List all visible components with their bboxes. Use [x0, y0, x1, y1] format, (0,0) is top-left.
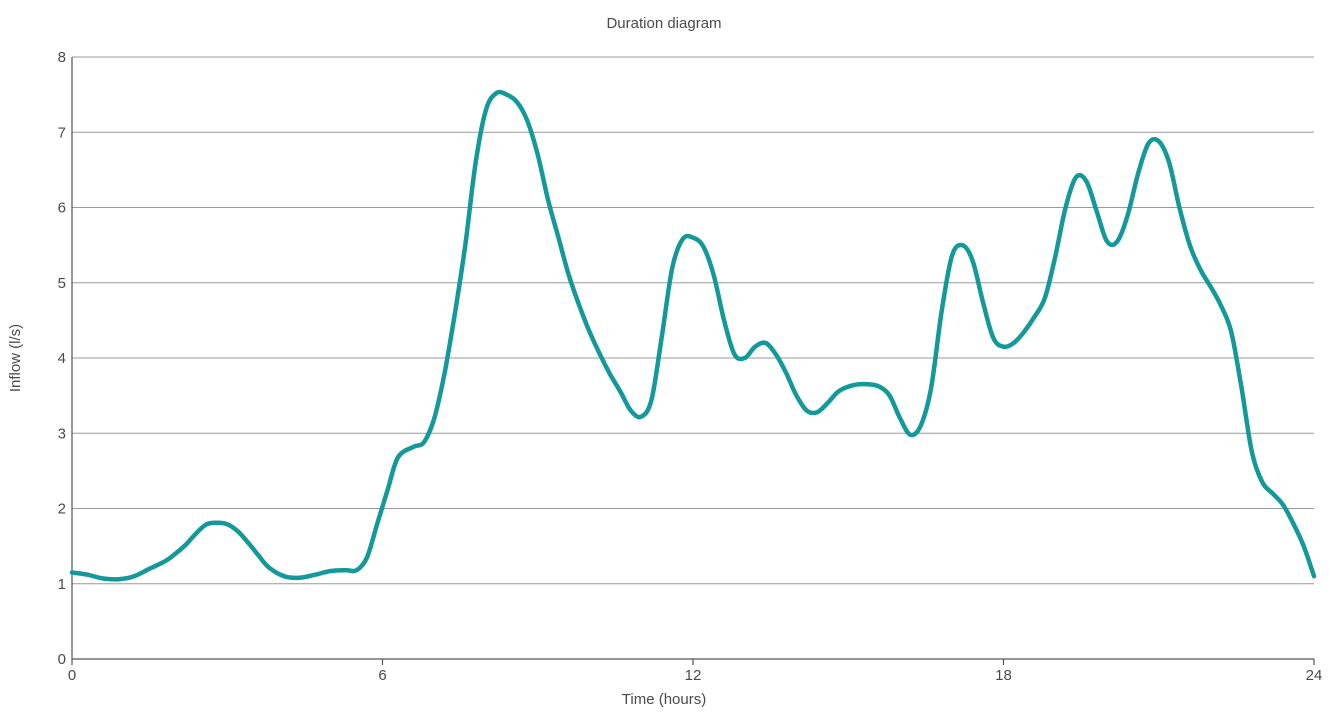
y-axis-label: Inflow (l/s)	[7, 324, 24, 392]
y-tick-label: 3	[58, 425, 66, 442]
y-tick-label: 5	[58, 275, 66, 292]
y-tick-label: 6	[58, 200, 66, 217]
y-tick-label: 1	[58, 576, 66, 593]
y-tick-label: 4	[58, 350, 66, 367]
chart-title: Duration diagram	[606, 15, 721, 32]
x-axis-label: Time (hours)	[622, 691, 706, 708]
series-layer	[69, 89, 1317, 582]
gridlines	[72, 56, 1314, 585]
axes	[71, 57, 1315, 665]
y-tick-label: 0	[58, 651, 66, 668]
x-tick-label: 24	[1306, 667, 1323, 684]
x-tick-label: 12	[685, 667, 702, 684]
x-tick-label: 0	[68, 667, 76, 684]
x-tick-label: 6	[378, 667, 386, 684]
inflow-series-line	[69, 89, 1317, 582]
x-tick-label: 18	[995, 667, 1012, 684]
y-tick-label: 8	[58, 49, 66, 66]
y-tick-label: 2	[58, 501, 66, 518]
y-tick-label: 7	[58, 124, 66, 141]
